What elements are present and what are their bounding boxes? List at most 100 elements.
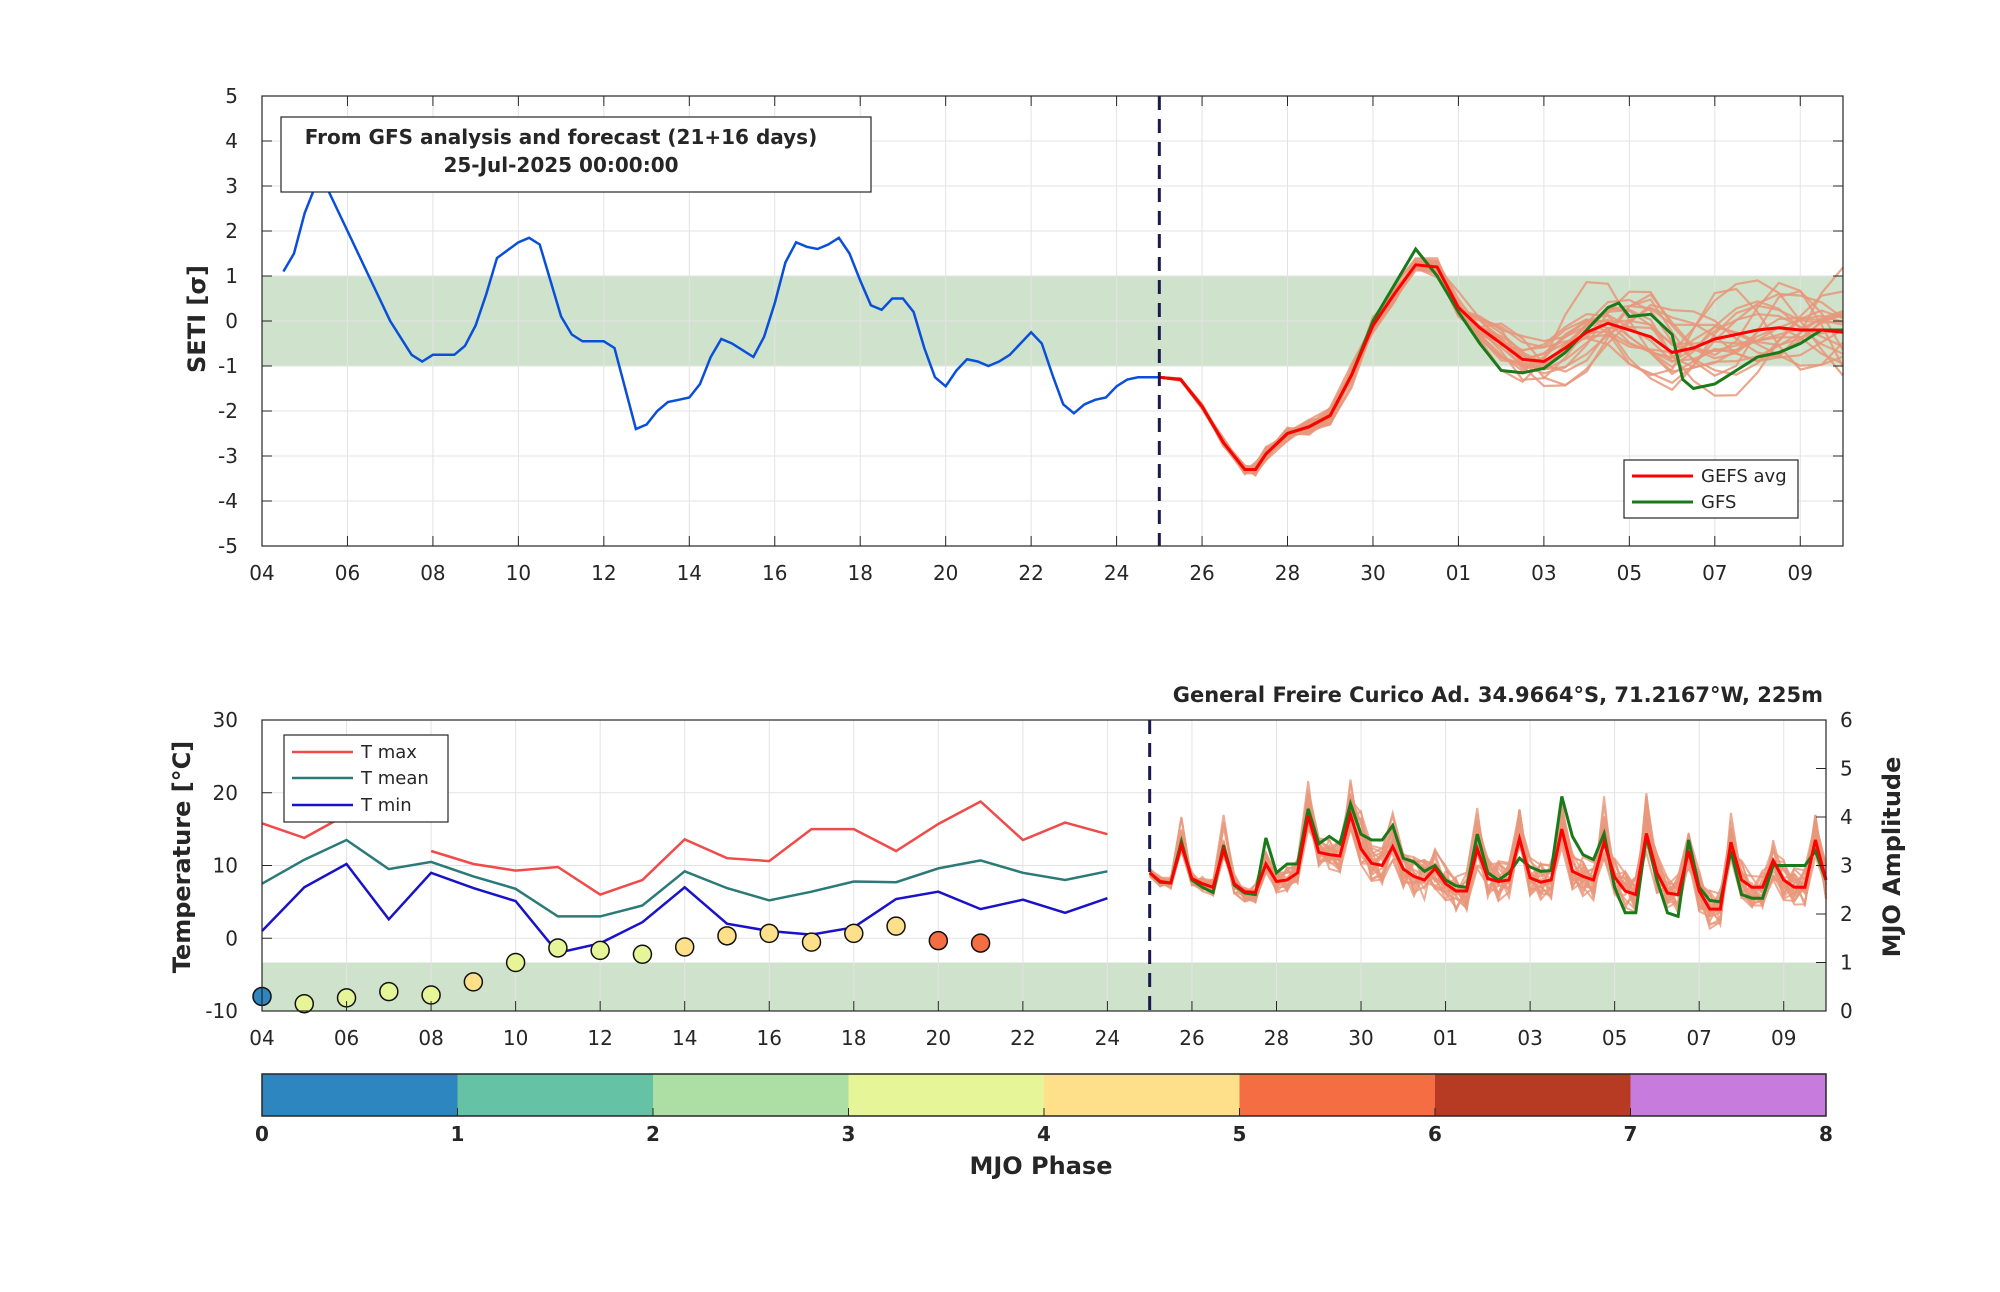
analysis-annotation-box: From GFS analysis and forecast (21+16 da… [280, 116, 872, 193]
colorbar-segment [1239, 1074, 1436, 1116]
seti-y-tick-label: -2 [218, 399, 238, 423]
seti-y-tick-label: 0 [225, 309, 238, 333]
mjo-phase-dot [505, 952, 526, 973]
mjo-phase-dots [252, 916, 991, 1014]
seti-x-tick-label: 05 [1617, 561, 1642, 585]
seti-y-tick-label: -1 [218, 354, 238, 378]
seti-x-tick-label: 07 [1702, 561, 1727, 585]
seti-y-tick-label: -3 [218, 444, 238, 468]
seti-x-tick-label: 24 [1104, 561, 1129, 585]
seti-x-tick-label: 20 [933, 561, 958, 585]
seti-y-tick-label: 2 [225, 219, 238, 243]
legend-label-tmean: T mean [360, 768, 429, 789]
temp-x-tick-label: 09 [1771, 1026, 1796, 1050]
seti-x-tick-label: 30 [1360, 561, 1385, 585]
seti-gefs-avg-line [1159, 263, 1844, 471]
temp-x-tick-label: 28 [1264, 1026, 1289, 1050]
mjo-phase-dot [801, 932, 822, 952]
mjo-y-tick-label: 1 [1840, 951, 1853, 975]
mjo-phase-dot [759, 923, 779, 944]
seti-x-tick-label: 28 [1275, 561, 1300, 585]
temp-x-tick-label: 01 [1433, 1026, 1458, 1050]
temperature-y-axis-label: Temperature [°C] [168, 741, 196, 974]
temp-x-tick-label: 04 [249, 1026, 274, 1050]
mjo-phase-dot [632, 944, 653, 965]
temp-x-tick-label: 14 [672, 1026, 697, 1050]
seti-y-tick-label: -4 [218, 489, 238, 513]
tmax-observed-line-segment [430, 799, 1108, 896]
temperature-ensemble-members [1148, 779, 1827, 931]
legend-label-gefs-avg: GEFS avg [1701, 466, 1787, 487]
temp-y-tick-label: 0 [225, 926, 238, 950]
temp-x-tick-label: 20 [926, 1026, 951, 1050]
mjo-weak-band [262, 962, 1826, 1011]
colorbar-tick-label: 7 [1624, 1122, 1638, 1146]
temp-y-tick-label: 30 [213, 708, 238, 732]
temp-x-tick-label: 18 [841, 1026, 866, 1050]
colorbar-tick-label: 3 [842, 1122, 856, 1146]
mjo-phase-dot [844, 923, 864, 944]
seti-x-tick-label: 12 [591, 561, 616, 585]
mjo-phase-dot [590, 940, 610, 961]
temp-x-tick-label: 07 [1686, 1026, 1711, 1050]
mjo-y-tick-label: 5 [1840, 757, 1853, 781]
mjo-phase-dot [674, 937, 695, 957]
mjo-y-tick-label: 6 [1840, 708, 1853, 732]
seti-y-tick-label: 5 [225, 84, 238, 108]
temp-y-tick-label: 20 [213, 781, 238, 805]
colorbar-tick-label: 2 [646, 1122, 660, 1146]
temp-x-tick-label: 24 [1095, 1026, 1120, 1050]
seti-x-tick-label: 16 [762, 561, 787, 585]
legend-label-gfs: GFS [1701, 492, 1736, 513]
temperature-axis-ticks: 04 06 08 10 12 14 16 18 20 22 24 26 28 30 01 03 05 07 09-1… [205, 708, 1852, 1050]
colorbar-segment [653, 1074, 849, 1116]
mjo-phase-dot [970, 933, 991, 953]
mjo-phase-dot [717, 926, 737, 946]
temperature-legend: T max T mean T min [283, 734, 449, 823]
colorbar-segment [1435, 1074, 1631, 1116]
colorbar-tick-label: 4 [1037, 1122, 1051, 1146]
seti-y-tick-label: 3 [225, 174, 238, 198]
seti-x-tick-label: 01 [1446, 561, 1471, 585]
seti-x-tick-label: 04 [249, 561, 274, 585]
colorbar-segment [848, 1074, 1045, 1116]
mjo-amplitude-axis-label: MJO Amplitude [1878, 757, 1906, 958]
temp-x-tick-label: 12 [587, 1026, 612, 1050]
mjo-y-tick-label: 0 [1840, 999, 1853, 1023]
colorbar-tick-label: 5 [1233, 1122, 1247, 1146]
colorbar-tick-label: 6 [1428, 1122, 1442, 1146]
temp-x-tick-label: 22 [1010, 1026, 1035, 1050]
mjo-y-tick-label: 4 [1840, 805, 1853, 829]
tmin-observed-line [261, 862, 1108, 955]
mjo-phase-dot [463, 972, 484, 992]
mjo-phase-dot [886, 916, 906, 936]
colorbar-segment [1630, 1074, 1827, 1116]
seti-analysis-line [282, 184, 1160, 431]
colorbar-tick-label: 8 [1819, 1122, 1833, 1146]
temp-x-tick-label: 30 [1348, 1026, 1373, 1050]
colorbar-segment [1044, 1074, 1240, 1116]
colorbar-segment [262, 1074, 458, 1116]
seti-x-tick-label: 08 [420, 561, 445, 585]
temp-x-tick-label: 16 [757, 1026, 782, 1050]
seti-y-tick-label: -5 [218, 534, 238, 558]
seti-x-tick-label: 09 [1788, 561, 1813, 585]
temperature-panel: 04 06 08 10 12 14 16 18 20 22 24 26 28 30 01 03 05 07 09-1… [168, 683, 1906, 1050]
mjo-phase-dot [928, 930, 949, 951]
temp-member-line [1149, 789, 1827, 923]
seti-x-tick-label: 14 [677, 561, 702, 585]
annotation-line2: 25-Jul-2025 00:00:00 [443, 153, 678, 177]
mjo-phase-colorbar: 0 1 2 3 4 5 6 7 8 [255, 1073, 1833, 1146]
temp-x-tick-label: 10 [503, 1026, 528, 1050]
legend-label-tmin: T min [360, 795, 412, 816]
temp-y-tick-label: 10 [213, 854, 238, 878]
mjo-phase-dot [379, 981, 399, 1002]
temp-x-tick-label: 06 [334, 1026, 359, 1050]
seti-x-tick-label: 10 [506, 561, 531, 585]
seti-x-tick-label: 26 [1189, 561, 1214, 585]
colorbar-tick-label: 0 [255, 1122, 269, 1146]
mjo-y-tick-label: 3 [1840, 854, 1853, 878]
seti-panel: 04 06 08 10 12 14 16 18 20 22 24 26 28 30 01 03 05 07 09-5… [183, 84, 1844, 585]
annotation-line1: From GFS analysis and forecast (21+16 da… [305, 125, 817, 149]
